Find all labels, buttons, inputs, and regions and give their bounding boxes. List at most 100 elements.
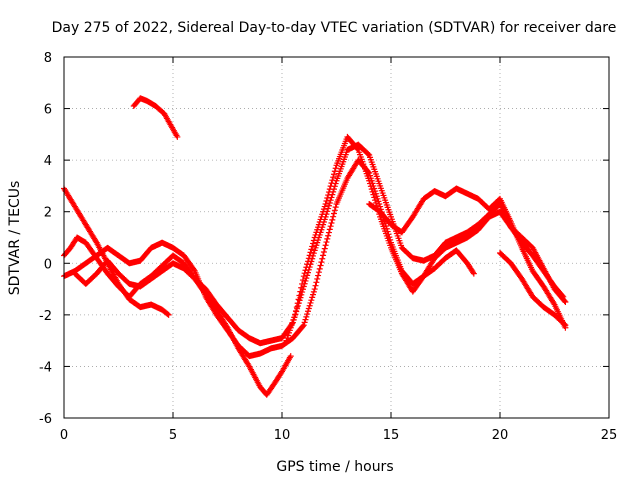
data-point xyxy=(315,272,322,279)
data-point xyxy=(299,280,306,287)
data-point xyxy=(305,305,312,312)
data-point xyxy=(302,316,309,323)
data-point xyxy=(298,284,305,291)
data-point xyxy=(329,177,336,184)
data-point xyxy=(322,242,329,249)
data-point xyxy=(367,180,374,187)
data-point xyxy=(372,199,379,206)
data-point xyxy=(305,255,312,262)
data-point xyxy=(310,237,317,244)
data-point xyxy=(330,174,337,181)
data-point xyxy=(332,165,339,172)
data-point xyxy=(310,288,317,295)
data-point xyxy=(319,255,326,262)
data-point xyxy=(304,258,311,265)
x-axis-label: GPS time / hours xyxy=(276,459,393,475)
data-point xyxy=(308,246,315,253)
data-point xyxy=(324,235,331,242)
axis-ticks: 0 5 10 15 20 25 -6 -4 -2 0 2 4 6 8 xyxy=(39,51,617,443)
y-tick-label: -4 xyxy=(39,360,52,375)
data-point xyxy=(310,240,317,247)
data-point xyxy=(297,288,304,295)
data-point xyxy=(306,302,313,309)
data-point xyxy=(328,180,335,187)
data-point xyxy=(470,269,477,276)
data-point xyxy=(322,200,329,207)
data-point xyxy=(562,298,569,305)
data-point xyxy=(368,186,375,193)
data-point xyxy=(309,243,316,250)
data-point xyxy=(331,207,338,214)
y-tick-label: 4 xyxy=(44,154,52,169)
y-tick-label: 6 xyxy=(44,103,52,118)
chart-title: Day 275 of 2022, Sidereal Day-to-day VTE… xyxy=(52,20,617,36)
data-point xyxy=(561,297,568,304)
data-point xyxy=(301,270,308,277)
data-point xyxy=(332,204,339,211)
data-point xyxy=(293,304,300,311)
data-point xyxy=(366,177,373,184)
data-point xyxy=(369,188,376,195)
data-point xyxy=(300,273,307,280)
data-point xyxy=(309,294,316,301)
series-sat-d xyxy=(130,95,181,140)
data-point xyxy=(314,275,321,282)
series-sat-e xyxy=(71,141,567,347)
data-point xyxy=(295,296,302,303)
data-point xyxy=(294,300,301,307)
data-point xyxy=(313,279,320,286)
data-point xyxy=(325,232,332,239)
data-point xyxy=(367,183,374,190)
data-point xyxy=(164,311,171,318)
y-tick-label: -6 xyxy=(39,412,52,427)
data-point xyxy=(292,307,299,314)
data-point xyxy=(330,210,337,217)
grid xyxy=(64,57,609,418)
data-point xyxy=(328,220,335,227)
y-tick-label: -2 xyxy=(39,309,52,324)
data-point xyxy=(330,171,337,178)
data-point xyxy=(325,189,332,196)
data-point xyxy=(304,308,311,315)
data-point xyxy=(316,265,323,272)
x-tick-label: 20 xyxy=(492,428,509,443)
data-point xyxy=(303,264,310,271)
data-point xyxy=(370,191,377,198)
data-point xyxy=(365,151,372,158)
y-axis-label: SDTVAR / TECUs xyxy=(7,181,23,296)
data-point xyxy=(310,291,317,298)
data-point xyxy=(307,249,314,256)
data-point xyxy=(354,145,361,152)
data-point xyxy=(331,168,338,175)
data-point xyxy=(296,292,303,299)
data-point xyxy=(317,262,324,269)
data-point xyxy=(292,311,299,318)
data-point xyxy=(320,252,327,259)
data-point xyxy=(550,300,557,307)
data-point xyxy=(325,192,332,199)
data-point xyxy=(371,194,378,201)
data-point xyxy=(301,319,308,326)
y-tick-label: 2 xyxy=(44,206,52,221)
data-point xyxy=(303,313,310,320)
data-point xyxy=(174,133,181,140)
data-point xyxy=(190,266,197,273)
y-tick-label: 8 xyxy=(44,51,52,66)
data-point xyxy=(327,197,334,204)
data-point xyxy=(165,311,172,318)
data-point xyxy=(302,267,309,274)
data-point xyxy=(323,239,330,246)
data-point xyxy=(326,199,333,206)
data-point xyxy=(327,183,334,190)
data-point xyxy=(562,322,569,329)
data-point xyxy=(329,216,336,223)
data-point xyxy=(306,252,313,259)
data-point xyxy=(308,297,315,304)
data-point xyxy=(323,198,330,205)
series-sat-g xyxy=(366,185,569,331)
data-point xyxy=(325,229,332,236)
data-point xyxy=(326,186,333,193)
series-sat-f xyxy=(283,133,569,344)
data-point xyxy=(310,250,317,257)
